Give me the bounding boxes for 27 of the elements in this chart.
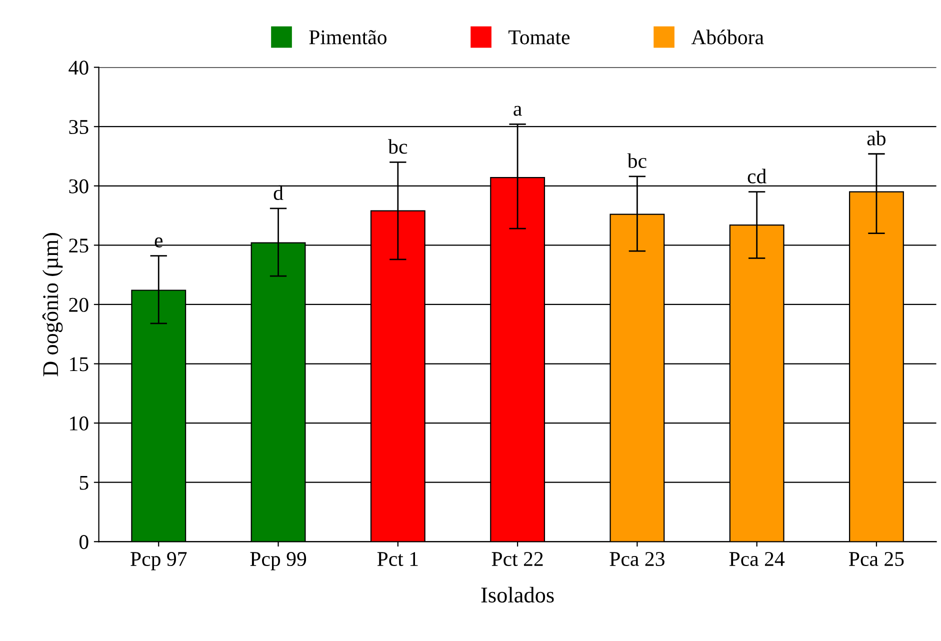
annotation: a <box>514 106 522 116</box>
annotation: cd <box>748 168 766 184</box>
x-tick-label: Pcp 99 <box>250 552 306 570</box>
legend-label: Pimentão <box>309 30 386 44</box>
annotation: ab <box>867 130 886 146</box>
y-tick-label: 10 <box>70 416 88 430</box>
x-axis-title: Isolados <box>481 586 554 603</box>
x-tick-label: Pca 23 <box>610 552 664 566</box>
y-tick-label: 25 <box>69 238 88 253</box>
y-tick-label: 30 <box>69 179 88 194</box>
x-tick-label: Pcp 97 <box>130 552 187 570</box>
y-tick-label: 40 <box>68 60 88 75</box>
annotation: bc <box>388 139 408 154</box>
x-tick-label: Pca 25 <box>849 552 904 566</box>
legend-label: Abóbora <box>691 30 764 44</box>
x-tick-label: Pct 1 <box>377 552 418 566</box>
y-tick-label: 15 <box>70 357 88 372</box>
y-tick-label: 5 <box>80 476 88 490</box>
legend-label: Tomate <box>508 30 570 44</box>
y-tick-label: 0 <box>79 535 88 550</box>
y-tick-label: 20 <box>69 298 88 312</box>
annotation: d <box>274 185 284 200</box>
annotation: bc <box>627 153 646 168</box>
y-axis-title: D oogônio (µm) <box>42 233 63 376</box>
y-tick-label: 35 <box>69 120 88 134</box>
x-tick-label: Pca 24 <box>729 552 785 566</box>
x-tick-label: Pct 22 <box>492 552 543 566</box>
